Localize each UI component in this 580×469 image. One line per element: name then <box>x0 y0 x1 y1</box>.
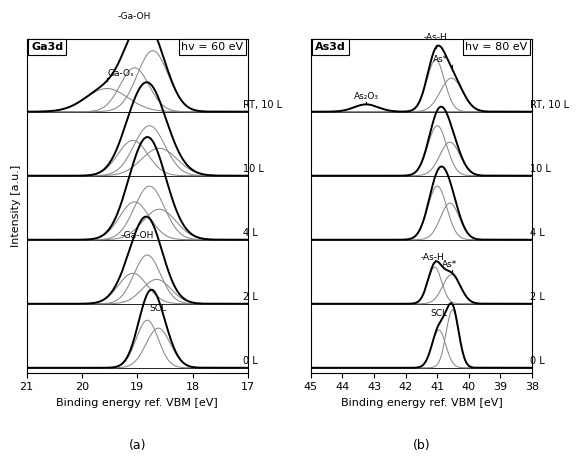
Y-axis label: Intensity [a.u.]: Intensity [a.u.] <box>11 165 21 247</box>
Text: 4 L: 4 L <box>530 228 544 238</box>
Text: 2 L: 2 L <box>244 292 258 302</box>
Text: RT, 10 L: RT, 10 L <box>530 100 569 110</box>
Text: (b): (b) <box>412 439 430 453</box>
Text: 10 L: 10 L <box>244 164 264 174</box>
Text: -Ga-OH: -Ga-OH <box>121 231 154 240</box>
Text: RT, 10 L: RT, 10 L <box>244 100 282 110</box>
X-axis label: Binding energy ref. VBM [eV]: Binding energy ref. VBM [eV] <box>56 398 218 408</box>
Text: Ga3d: Ga3d <box>31 42 63 52</box>
Text: hv = 80 eV: hv = 80 eV <box>465 42 528 52</box>
Text: -As-H: -As-H <box>420 253 444 262</box>
Text: (a): (a) <box>129 439 146 453</box>
Text: 0 L: 0 L <box>244 356 258 366</box>
Text: 2 L: 2 L <box>530 292 545 302</box>
Text: -Ga-OH: -Ga-OH <box>118 13 151 22</box>
X-axis label: Binding energy ref. VBM [eV]: Binding energy ref. VBM [eV] <box>340 398 502 408</box>
Text: hv = 60 eV: hv = 60 eV <box>182 42 244 52</box>
Text: As₂O₃: As₂O₃ <box>354 92 379 101</box>
Text: 4 L: 4 L <box>244 228 258 238</box>
Text: 10 L: 10 L <box>530 164 550 174</box>
Text: As3d: As3d <box>316 42 346 52</box>
Text: SCL: SCL <box>430 309 447 318</box>
Text: As*: As* <box>442 260 457 270</box>
Text: -As-H: -As-H <box>424 33 448 42</box>
Text: Ga-Oₓ: Ga-Oₓ <box>107 69 134 78</box>
Text: As*: As* <box>433 55 448 64</box>
Text: 0 L: 0 L <box>530 356 544 366</box>
Text: SCL: SCL <box>150 303 167 313</box>
